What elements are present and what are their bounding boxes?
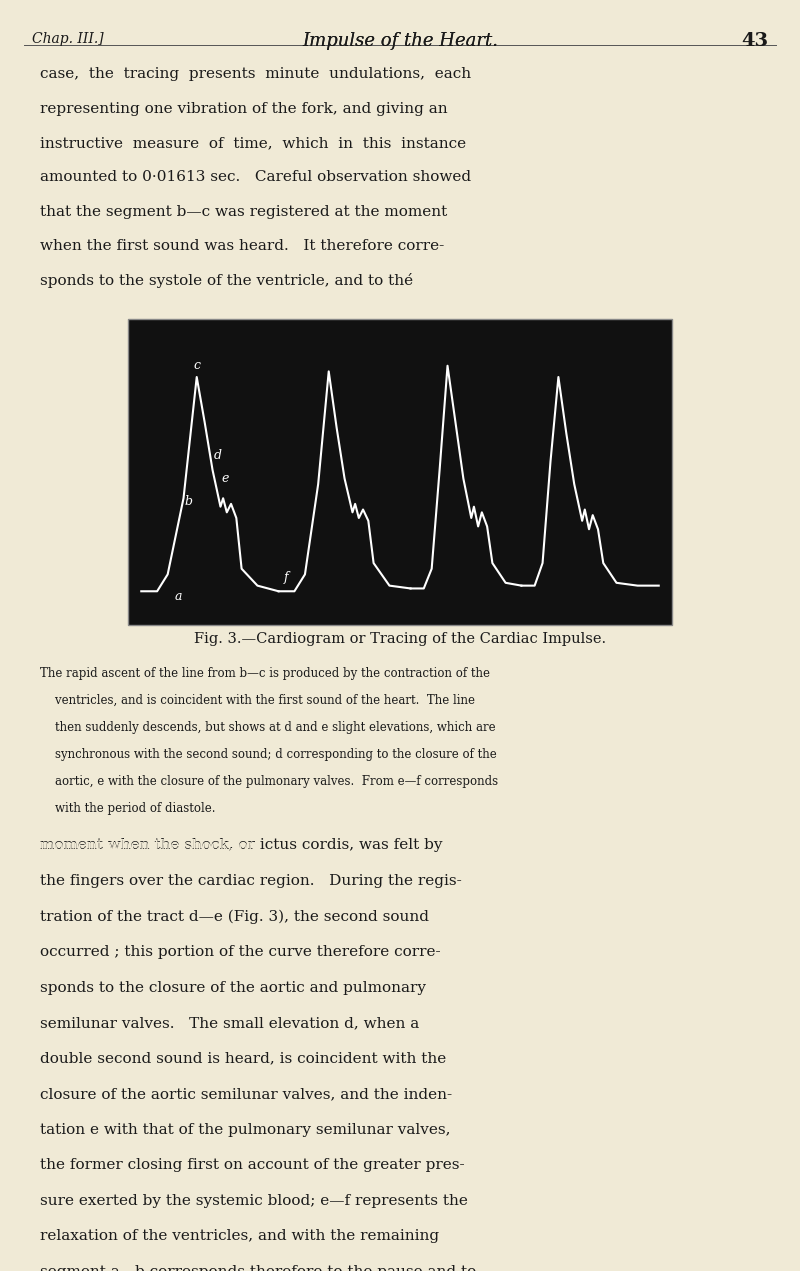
Text: occurred ; this portion of the curve therefore corre-: occurred ; this portion of the curve the… — [40, 946, 441, 960]
Text: Fig. 3.—Cardiogram or Tracing of the Cardiac Impulse.: Fig. 3.—Cardiogram or Tracing of the Car… — [194, 633, 606, 647]
Text: case,  the  tracing  presents  minute  undulations,  each: case, the tracing presents minute undula… — [40, 67, 471, 81]
Text: a: a — [174, 591, 182, 604]
Text: semilunar valves.   The small elevation d, when a: semilunar valves. The small elevation d,… — [40, 1016, 419, 1030]
Text: relaxation of the ventricles, and with the remaining: relaxation of the ventricles, and with t… — [40, 1229, 439, 1243]
Text: e: e — [221, 472, 228, 486]
Text: tration of the tract d—e (Fig. 3), the second sound: tration of the tract d—e (Fig. 3), the s… — [40, 910, 429, 924]
Text: Impulse of the Heart.: Impulse of the Heart. — [302, 32, 498, 50]
Text: when the first sound was heard.   It therefore corre-: when the first sound was heard. It there… — [40, 239, 444, 253]
Text: The rapid ascent of the line from b—c is produced by the contraction of the: The rapid ascent of the line from b—c is… — [40, 667, 490, 680]
Text: instructive  measure  of  time,  which  in  this  instance: instructive measure of time, which in th… — [40, 136, 466, 150]
Text: Impulse of the Heart.: Impulse of the Heart. — [302, 32, 498, 50]
Text: moment when the shock, or ictus cordis, was felt by: moment when the shock, or ictus cordis, … — [40, 839, 442, 853]
Text: f: f — [284, 571, 289, 583]
Text: c: c — [194, 360, 200, 372]
Text: sponds to the systole of the ventricle, and to thé: sponds to the systole of the ventricle, … — [40, 273, 413, 289]
Text: with the period of diastole.: with the period of diastole. — [40, 802, 215, 815]
Text: double second sound is heard, is coincident with the: double second sound is heard, is coincid… — [40, 1051, 446, 1065]
Text: aortic, e with the closure of the pulmonary valves.  From e—f corresponds: aortic, e with the closure of the pulmon… — [40, 774, 498, 788]
Text: moment when the shock, or: moment when the shock, or — [40, 839, 260, 853]
Text: the former closing first on account of the greater pres-: the former closing first on account of t… — [40, 1158, 465, 1172]
Text: 43: 43 — [741, 32, 768, 50]
FancyBboxPatch shape — [128, 319, 672, 625]
Text: segment a—b corresponds therefore to the pause and to: segment a—b corresponds therefore to the… — [40, 1265, 476, 1271]
Text: sure exerted by the systemic blood; e—f represents the: sure exerted by the systemic blood; e—f … — [40, 1193, 468, 1207]
Text: the fingers over the cardiac region.   During the regis-: the fingers over the cardiac region. Dur… — [40, 874, 462, 888]
Text: Chap. III.]: Chap. III.] — [32, 32, 104, 46]
Text: representing one vibration of the fork, and giving an: representing one vibration of the fork, … — [40, 102, 448, 116]
Text: ventricles, and is coincident with the first sound of the heart.  The line: ventricles, and is coincident with the f… — [40, 694, 475, 707]
Text: closure of the aortic semilunar valves, and the inden-: closure of the aortic semilunar valves, … — [40, 1087, 452, 1101]
Text: sponds to the closure of the aortic and pulmonary: sponds to the closure of the aortic and … — [40, 980, 426, 994]
Text: d: d — [214, 450, 222, 463]
Text: then suddenly descends, but shows at d and e slight elevations, which are: then suddenly descends, but shows at d a… — [40, 721, 496, 733]
Text: b: b — [185, 494, 193, 507]
Text: that the segment b—c was registered at the moment: that the segment b—c was registered at t… — [40, 205, 447, 219]
Text: amounted to 0·01613 sec.   Careful observation showed: amounted to 0·01613 sec. Careful observa… — [40, 170, 471, 184]
Text: tation e with that of the pulmonary semilunar valves,: tation e with that of the pulmonary semi… — [40, 1122, 450, 1136]
Text: synchronous with the second sound; d corresponding to the closure of the: synchronous with the second sound; d cor… — [40, 747, 497, 760]
